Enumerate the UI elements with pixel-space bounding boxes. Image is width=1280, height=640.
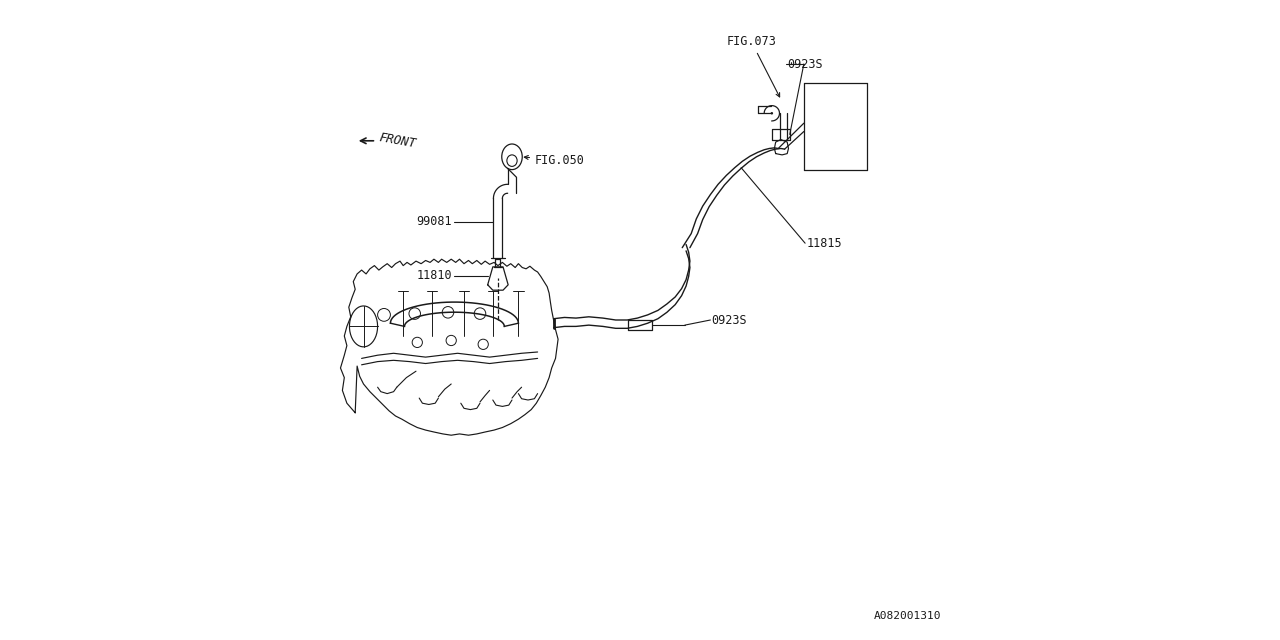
Text: FIG.050: FIG.050 [525, 154, 585, 166]
Text: 99081: 99081 [416, 215, 452, 228]
Text: FRONT: FRONT [379, 131, 417, 150]
Text: 11810: 11810 [416, 269, 452, 282]
Text: A082001310: A082001310 [873, 611, 941, 621]
Text: 0923S: 0923S [787, 58, 823, 70]
Text: FIG.073: FIG.073 [727, 35, 780, 97]
Text: 11815: 11815 [806, 237, 842, 250]
Text: 0923S: 0923S [712, 314, 748, 326]
